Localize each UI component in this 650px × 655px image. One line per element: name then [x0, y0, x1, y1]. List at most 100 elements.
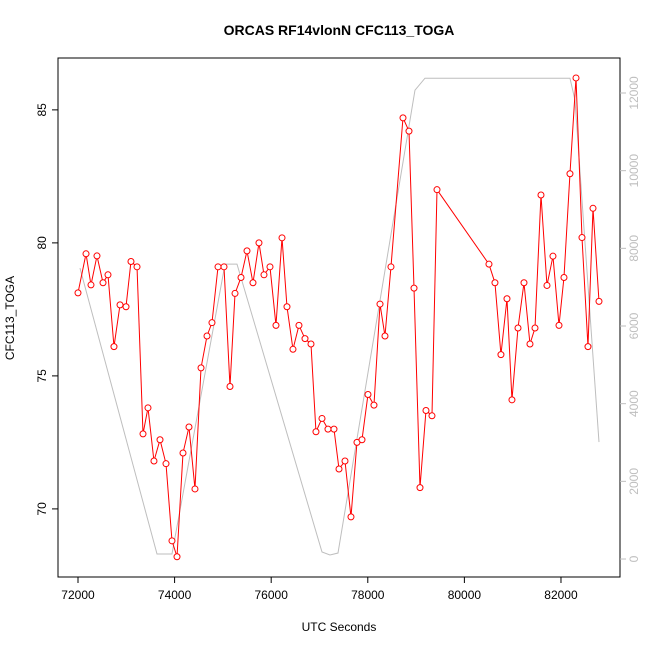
- data-point: [543, 281, 551, 289]
- data-point: [116, 301, 124, 309]
- data-point: [376, 300, 384, 308]
- data-point: [572, 74, 580, 82]
- data-point: [156, 436, 164, 444]
- x-tick-label: 78000: [351, 588, 385, 602]
- data-point: [312, 428, 320, 436]
- data-point: [185, 423, 193, 431]
- data-point: [428, 412, 436, 420]
- data-point: [226, 383, 234, 391]
- data-point: [122, 303, 130, 311]
- data-point: [595, 297, 603, 305]
- y2-tick-label: 4000: [627, 390, 641, 417]
- data-point: [237, 273, 245, 281]
- x-axis-title: UTC Seconds: [302, 620, 377, 634]
- data-point: [491, 279, 499, 287]
- data-point: [168, 537, 176, 545]
- data-point: [537, 191, 545, 199]
- data-point: [318, 414, 326, 422]
- data-point: [99, 279, 107, 287]
- y-tick-label: 70: [35, 502, 49, 516]
- data-point: [485, 260, 493, 268]
- y2-tick-label: 8000: [627, 235, 641, 262]
- data-point: [197, 364, 205, 372]
- data-point: [364, 391, 372, 399]
- data-point: [243, 247, 251, 255]
- data-point: [341, 457, 349, 465]
- data-point: [526, 340, 534, 348]
- data-point: [508, 396, 516, 404]
- data-point: [289, 345, 297, 353]
- data-point: [584, 343, 592, 351]
- y2-tick-label: 6000: [627, 312, 641, 339]
- series-line: [77, 77, 600, 557]
- data-point: [104, 271, 112, 279]
- data-point: [531, 324, 539, 332]
- data-point: [208, 319, 216, 327]
- data-point: [203, 332, 211, 340]
- data-point: [220, 263, 228, 271]
- data-point: [405, 127, 413, 135]
- y-tick-label: 75: [35, 369, 49, 383]
- data-point: [422, 406, 430, 414]
- data-point: [255, 239, 263, 247]
- y-axis-title: CFC113_TOGA: [3, 276, 17, 360]
- data-point: [578, 234, 586, 242]
- data-point: [520, 279, 528, 287]
- data-point: [514, 324, 522, 332]
- data-point: [370, 401, 378, 409]
- x-tick-label: 74000: [158, 588, 192, 602]
- data-point: [162, 460, 170, 468]
- data-point: [347, 513, 355, 521]
- data-point: [566, 170, 574, 178]
- x-tick-label: 76000: [255, 588, 289, 602]
- data-point: [335, 465, 343, 473]
- data-point: [82, 250, 90, 258]
- data-point: [549, 252, 557, 260]
- data-point: [330, 425, 338, 433]
- plot-frame: [57, 57, 621, 578]
- x-tick-label: 82000: [544, 588, 578, 602]
- x-tick-label: 72000: [61, 588, 95, 602]
- data-point: [560, 273, 568, 281]
- data-point: [266, 263, 274, 271]
- data-point: [272, 321, 280, 329]
- data-point: [358, 436, 366, 444]
- y2-tick-label: 2000: [627, 468, 641, 495]
- y-tick-label: 80: [35, 236, 49, 250]
- data-point: [589, 204, 597, 212]
- data-point: [127, 258, 135, 266]
- series-line: [79, 77, 600, 556]
- data-point: [295, 321, 303, 329]
- data-point: [150, 457, 158, 465]
- y2-tick-label: 0: [627, 555, 641, 562]
- data-point: [249, 279, 257, 287]
- y-tick-label: 85: [35, 103, 49, 117]
- data-point: [139, 430, 147, 438]
- y2-tick-label: 10000: [627, 154, 641, 188]
- data-point: [301, 335, 309, 343]
- data-point: [133, 263, 141, 271]
- y2-tick-label: 12000: [627, 76, 641, 110]
- data-point: [278, 234, 286, 242]
- data-point: [307, 340, 315, 348]
- data-point: [110, 343, 118, 351]
- chart-title: ORCAS RF14vlonN CFC113_TOGA: [224, 22, 455, 38]
- data-point: [173, 553, 181, 561]
- data-point: [555, 321, 563, 329]
- data-point: [260, 271, 268, 279]
- data-point: [399, 114, 407, 122]
- data-point: [74, 289, 82, 297]
- data-point: [179, 449, 187, 457]
- data-point: [387, 263, 395, 271]
- x-tick-label: 80000: [448, 588, 482, 602]
- data-point: [283, 303, 291, 311]
- data-point: [144, 404, 152, 412]
- data-point: [503, 295, 511, 303]
- data-point: [87, 281, 95, 289]
- data-point: [410, 284, 418, 292]
- data-point: [497, 351, 505, 359]
- data-point: [231, 289, 239, 297]
- data-point: [416, 484, 424, 492]
- data-point: [433, 186, 441, 194]
